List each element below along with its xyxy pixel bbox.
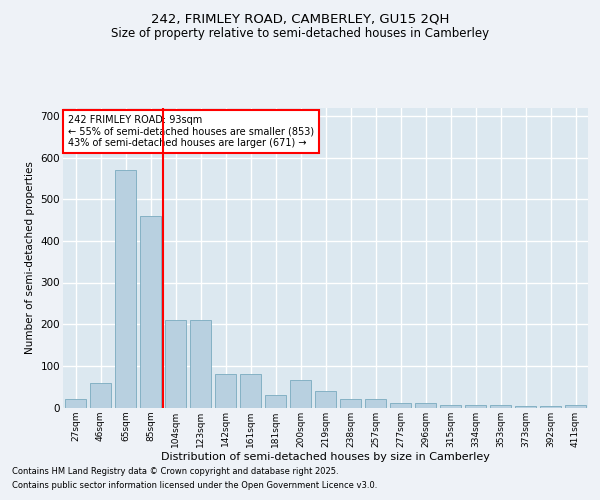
Bar [565,406,586,407]
Text: 242 FRIMLEY ROAD: 93sqm
← 55% of semi-detached houses are smaller (853)
43% of s: 242 FRIMLEY ROAD: 93sqm ← 55% of semi-de… [68,115,314,148]
Bar [240,374,261,408]
Bar [365,399,386,407]
Bar [490,406,511,407]
Bar [340,399,361,407]
Bar [90,382,111,407]
Bar [165,320,186,408]
Bar [465,406,486,407]
Bar [415,404,436,407]
Bar [115,170,136,408]
Bar [440,404,461,407]
Bar [265,395,286,407]
Bar [215,374,236,408]
Text: Contains HM Land Registry data © Crown copyright and database right 2025.: Contains HM Land Registry data © Crown c… [12,468,338,476]
Bar [540,406,561,407]
Bar [190,320,211,408]
Bar [65,399,86,407]
Bar [290,380,311,407]
X-axis label: Distribution of semi-detached houses by size in Camberley: Distribution of semi-detached houses by … [161,452,490,462]
Bar [315,391,336,407]
Bar [390,404,411,407]
Bar [515,406,536,407]
Bar [140,216,161,408]
Text: Size of property relative to semi-detached houses in Camberley: Size of property relative to semi-detach… [111,28,489,40]
Text: Contains public sector information licensed under the Open Government Licence v3: Contains public sector information licen… [12,481,377,490]
Y-axis label: Number of semi-detached properties: Number of semi-detached properties [25,161,35,354]
Text: 242, FRIMLEY ROAD, CAMBERLEY, GU15 2QH: 242, FRIMLEY ROAD, CAMBERLEY, GU15 2QH [151,12,449,26]
